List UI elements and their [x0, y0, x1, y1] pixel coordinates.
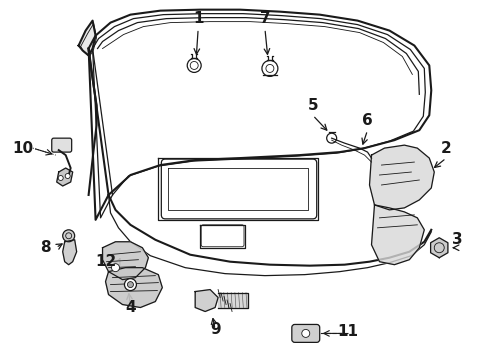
Polygon shape — [78, 21, 96, 55]
Polygon shape — [371, 205, 424, 265]
Text: 4: 4 — [125, 300, 136, 315]
FancyBboxPatch shape — [52, 138, 72, 152]
Text: 6: 6 — [362, 113, 373, 128]
Text: 9: 9 — [210, 322, 220, 337]
Circle shape — [127, 282, 133, 288]
Text: 8: 8 — [41, 240, 51, 255]
Polygon shape — [195, 289, 218, 311]
Circle shape — [65, 174, 70, 179]
Text: 5: 5 — [307, 98, 318, 113]
Text: 10: 10 — [12, 141, 33, 156]
Polygon shape — [57, 168, 73, 186]
Polygon shape — [431, 238, 448, 258]
Circle shape — [124, 279, 136, 291]
Polygon shape — [105, 268, 162, 307]
Polygon shape — [218, 293, 248, 307]
Circle shape — [302, 329, 310, 337]
Polygon shape — [63, 240, 76, 265]
Text: 12: 12 — [95, 254, 116, 269]
Text: 11: 11 — [337, 324, 358, 339]
Polygon shape — [102, 242, 148, 280]
Text: 2: 2 — [441, 141, 452, 156]
Polygon shape — [369, 145, 434, 210]
FancyBboxPatch shape — [292, 324, 319, 342]
Circle shape — [63, 230, 74, 242]
Circle shape — [112, 264, 120, 272]
Text: 7: 7 — [260, 11, 270, 26]
Circle shape — [58, 176, 63, 180]
Text: 3: 3 — [452, 232, 463, 247]
Text: 1: 1 — [193, 11, 203, 26]
